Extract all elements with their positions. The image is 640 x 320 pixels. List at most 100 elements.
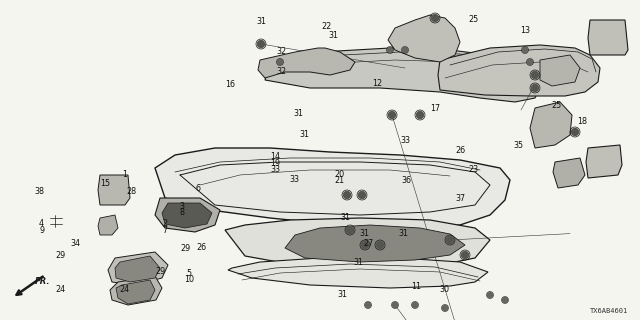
Text: 27: 27 bbox=[363, 239, 373, 248]
Circle shape bbox=[488, 292, 493, 298]
Circle shape bbox=[403, 47, 408, 52]
Polygon shape bbox=[98, 175, 130, 205]
Polygon shape bbox=[438, 45, 600, 96]
Polygon shape bbox=[155, 198, 220, 232]
Circle shape bbox=[365, 302, 371, 308]
Circle shape bbox=[527, 60, 532, 65]
Polygon shape bbox=[155, 148, 510, 228]
Text: 29: 29 bbox=[180, 244, 191, 253]
Text: 33: 33 bbox=[401, 136, 411, 145]
Polygon shape bbox=[98, 215, 118, 235]
Text: 5: 5 bbox=[186, 269, 191, 278]
Circle shape bbox=[431, 14, 438, 21]
Circle shape bbox=[344, 191, 351, 198]
Polygon shape bbox=[108, 252, 168, 285]
Text: 23: 23 bbox=[468, 165, 479, 174]
Text: 11: 11 bbox=[411, 282, 421, 291]
Text: 21: 21 bbox=[334, 176, 344, 185]
Text: 9: 9 bbox=[39, 226, 44, 235]
Text: 32: 32 bbox=[276, 68, 287, 76]
Text: 30: 30 bbox=[440, 285, 450, 294]
Polygon shape bbox=[162, 203, 212, 228]
Text: 7: 7 bbox=[163, 226, 168, 235]
Text: 25: 25 bbox=[468, 15, 479, 24]
Circle shape bbox=[387, 47, 392, 52]
Circle shape bbox=[362, 242, 369, 249]
Text: 31: 31 bbox=[337, 290, 348, 299]
Polygon shape bbox=[228, 258, 488, 288]
Text: 2: 2 bbox=[163, 220, 168, 228]
Text: 26: 26 bbox=[456, 146, 466, 155]
Polygon shape bbox=[530, 102, 572, 148]
Text: 31: 31 bbox=[340, 213, 351, 222]
Circle shape bbox=[531, 71, 538, 78]
Circle shape bbox=[572, 129, 579, 135]
Text: 38: 38 bbox=[35, 187, 45, 196]
Circle shape bbox=[417, 111, 424, 118]
Polygon shape bbox=[265, 48, 540, 102]
Text: 18: 18 bbox=[577, 117, 588, 126]
Polygon shape bbox=[110, 276, 162, 305]
Text: 16: 16 bbox=[225, 80, 236, 89]
Text: 31: 31 bbox=[293, 109, 303, 118]
Text: 37: 37 bbox=[456, 194, 466, 203]
Polygon shape bbox=[285, 225, 465, 262]
Text: FR.: FR. bbox=[35, 277, 51, 286]
Text: 1: 1 bbox=[122, 170, 127, 179]
Text: 36: 36 bbox=[401, 176, 412, 185]
Text: 10: 10 bbox=[184, 276, 194, 284]
Text: 31: 31 bbox=[353, 258, 364, 267]
Text: 13: 13 bbox=[520, 26, 530, 35]
Circle shape bbox=[346, 227, 353, 234]
Polygon shape bbox=[225, 218, 490, 268]
Text: 20: 20 bbox=[334, 170, 344, 179]
Text: 33: 33 bbox=[270, 165, 280, 174]
Polygon shape bbox=[258, 48, 355, 78]
Text: 19: 19 bbox=[270, 159, 280, 168]
Polygon shape bbox=[553, 158, 585, 188]
Polygon shape bbox=[586, 145, 622, 178]
Text: 28: 28 bbox=[126, 188, 136, 196]
Circle shape bbox=[358, 191, 365, 198]
Text: 15: 15 bbox=[100, 180, 111, 188]
Text: 25: 25 bbox=[552, 101, 562, 110]
Circle shape bbox=[522, 47, 527, 52]
Circle shape bbox=[257, 41, 264, 47]
Circle shape bbox=[413, 302, 417, 308]
Text: 26: 26 bbox=[196, 244, 207, 252]
Text: 31: 31 bbox=[360, 229, 370, 238]
Circle shape bbox=[461, 252, 468, 259]
Circle shape bbox=[447, 236, 454, 244]
Text: 3: 3 bbox=[180, 202, 185, 211]
Text: 22: 22 bbox=[321, 22, 332, 31]
Text: 31: 31 bbox=[328, 31, 339, 40]
Circle shape bbox=[278, 60, 282, 65]
Text: 33: 33 bbox=[289, 175, 300, 184]
Text: TX6AB4601: TX6AB4601 bbox=[589, 308, 628, 314]
Text: 12: 12 bbox=[372, 79, 383, 88]
Circle shape bbox=[531, 84, 538, 92]
Text: 6: 6 bbox=[196, 184, 201, 193]
Text: 34: 34 bbox=[70, 239, 81, 248]
Text: 14: 14 bbox=[270, 152, 280, 161]
Text: 29: 29 bbox=[56, 252, 66, 260]
Polygon shape bbox=[115, 256, 160, 282]
Circle shape bbox=[388, 111, 396, 118]
Text: 31: 31 bbox=[256, 17, 266, 26]
Text: 24: 24 bbox=[120, 285, 130, 294]
Text: 31: 31 bbox=[398, 229, 408, 238]
Circle shape bbox=[376, 242, 383, 249]
Text: 31: 31 bbox=[300, 130, 310, 139]
Text: 29: 29 bbox=[155, 267, 165, 276]
Polygon shape bbox=[116, 280, 155, 304]
Circle shape bbox=[502, 298, 508, 302]
Text: 24: 24 bbox=[56, 285, 66, 294]
Text: 8: 8 bbox=[180, 208, 185, 217]
Circle shape bbox=[392, 302, 397, 308]
Text: 32: 32 bbox=[276, 47, 287, 56]
Circle shape bbox=[442, 306, 447, 310]
Text: 35: 35 bbox=[513, 141, 524, 150]
Text: 17: 17 bbox=[430, 104, 440, 113]
Polygon shape bbox=[540, 55, 580, 86]
Text: 4: 4 bbox=[39, 220, 44, 228]
